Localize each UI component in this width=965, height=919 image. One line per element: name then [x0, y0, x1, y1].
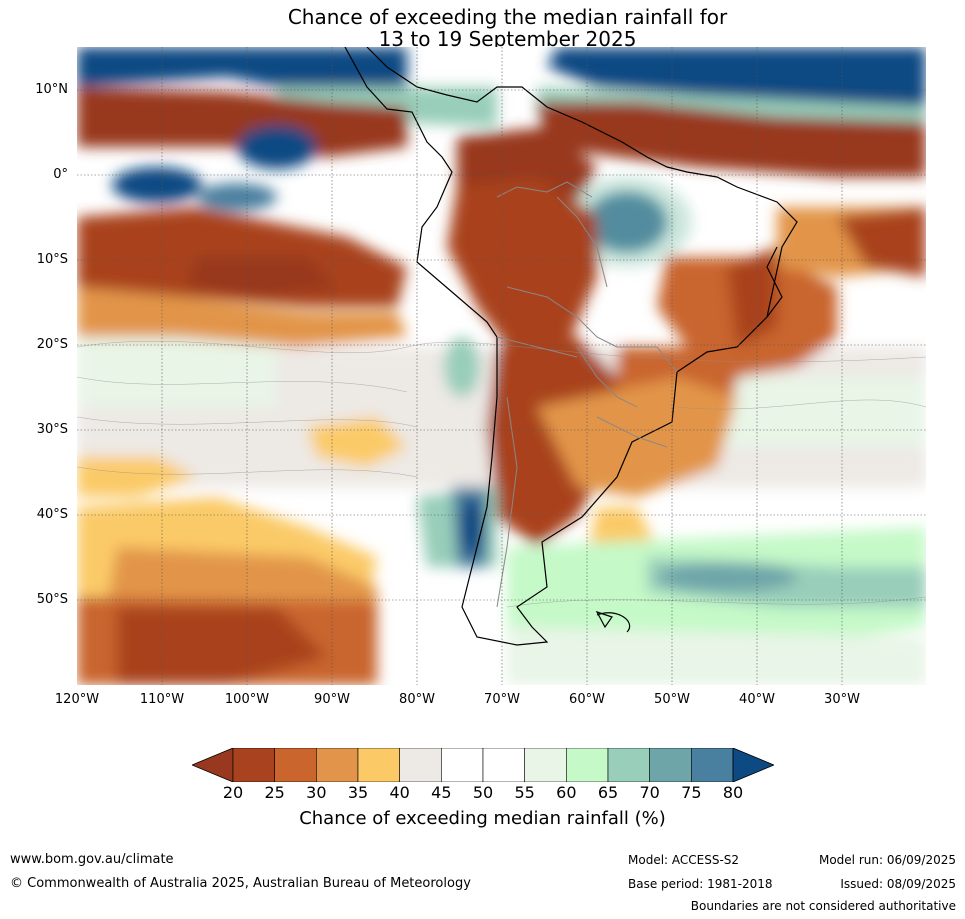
map-title-line-2: 13 to 19 September 2025: [378, 27, 637, 51]
base-period-text: Base period: 1981-2018: [628, 877, 773, 891]
colorbar-tick-65: 65: [597, 783, 619, 802]
lon-label-90w: 90°W: [314, 692, 350, 707]
colorbar-cell-30: [316, 748, 359, 782]
map-title-line-1: Chance of exceeding the median rainfall …: [287, 5, 728, 29]
colorbar-cell-55: [524, 748, 567, 782]
lon-label-40w: 40°W: [739, 692, 775, 707]
colorbar-cell-20: [232, 748, 275, 782]
colorbar-label: Chance of exceeding median rainfall (%): [299, 808, 666, 829]
colorbar-over-arrow: [732, 748, 774, 782]
lat-label-10n: 10°N: [35, 82, 68, 97]
graticule: [77, 47, 926, 685]
lat-label-10s: 10°S: [36, 252, 68, 267]
model-text: Model: ACCESS-S2: [628, 853, 740, 867]
colorbar-cell-35: [357, 748, 400, 782]
colorbar-tick-45: 45: [431, 783, 452, 802]
coastline: [344, 47, 798, 646]
lon-label-80w: 80°W: [399, 692, 435, 707]
lon-label-50w: 50°W: [654, 692, 690, 707]
colorbar-cell-75: [691, 748, 734, 782]
lon-label-60w: 60°W: [569, 692, 605, 707]
colorbar-cell-50: [482, 748, 525, 782]
colorbar-cell-40: [399, 748, 442, 782]
colorbar-tick-60: 60: [556, 783, 577, 802]
model-run-text: Model run: 06/09/2025: [818, 853, 956, 867]
colorbar-under-arrow: [192, 748, 234, 782]
lon-label-70w: 70°W: [484, 692, 520, 707]
lat-label-40s: 40°S: [36, 507, 68, 522]
lon-label-110w: 110°W: [139, 692, 185, 707]
probability-field: [77, 47, 926, 685]
lat-label-20s: 20°S: [36, 337, 68, 352]
colorbar-tick-80: 80: [722, 783, 744, 802]
lon-label-120w: 120°W: [54, 692, 100, 707]
colorbar-tick-30: 30: [306, 783, 327, 802]
colorbar-cell-25: [274, 748, 317, 782]
lon-label-100w: 100°W: [224, 692, 270, 707]
colorbar: [192, 748, 774, 782]
colorbar-tick-35: 35: [347, 783, 369, 802]
lon-label-30w: 30°W: [824, 692, 860, 707]
lat-label-50s: 50°S: [36, 592, 68, 607]
disclaimer-text: Boundaries are not considered authoritat…: [690, 899, 956, 913]
colorbar-cell-60: [566, 748, 609, 782]
colorbar-tick-70: 70: [639, 783, 660, 802]
lat-label-30s: 30°S: [36, 422, 68, 437]
colorbar-tick-55: 55: [514, 783, 535, 802]
colorbar-cell-70: [649, 748, 692, 782]
colorbar-cell-45: [441, 748, 484, 782]
colorbar-cell-65: [607, 748, 650, 782]
lat-label-0: 0°: [53, 167, 68, 182]
rainfall-probability-map: [77, 47, 926, 685]
copyright-text: © Commonwealth of Australia 2025, Austra…: [10, 876, 471, 891]
colorbar-tick-25: 25: [264, 783, 285, 802]
website-link[interactable]: www.bom.gov.au/climate: [10, 852, 174, 867]
issued-text: Issued: 08/09/2025: [840, 877, 956, 891]
colorbar-tick-40: 40: [389, 783, 410, 802]
colorbar-tick-20: 20: [222, 783, 244, 802]
colorbar-tick-50: 50: [472, 783, 494, 802]
colorbar-tick-75: 75: [681, 783, 702, 802]
